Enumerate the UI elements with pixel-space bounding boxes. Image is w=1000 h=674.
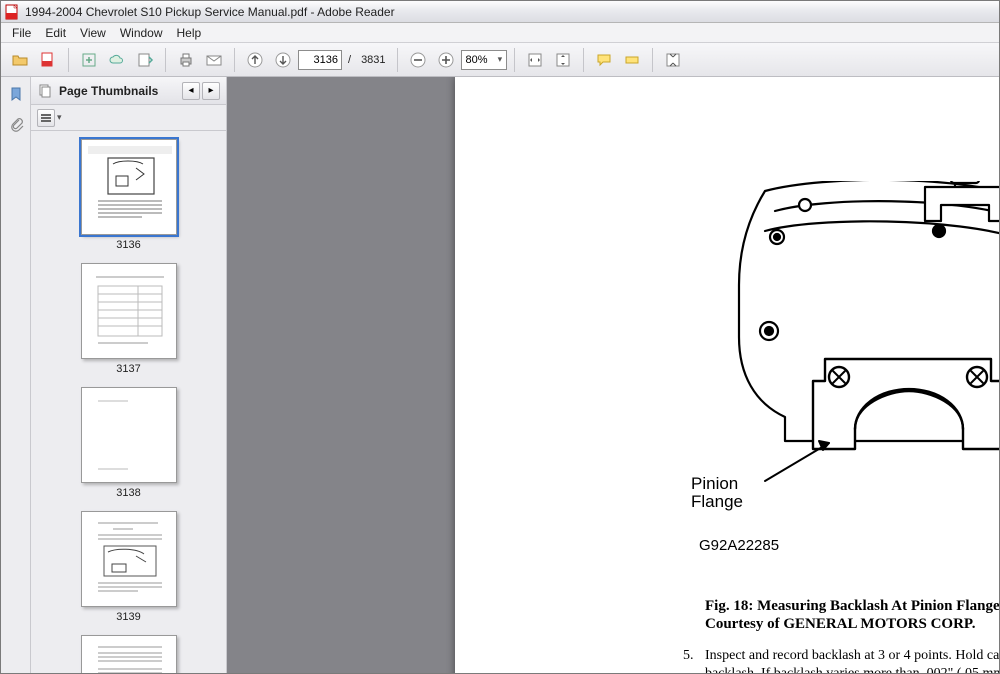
page-up-button[interactable] [242, 47, 268, 73]
figure-caption: Fig. 18: Measuring Backlash At Pinion Fl… [705, 597, 999, 633]
figure-label-left-l1: Pinion [691, 475, 743, 493]
thumbnail-page[interactable] [81, 263, 177, 359]
thumbnail-item[interactable]: 3137 [31, 263, 226, 375]
document-viewer[interactable]: Pinion Flange Dial Indicator Assembly Se… [227, 77, 999, 673]
chevron-down-icon: ▾ [57, 112, 62, 123]
print-button[interactable] [173, 47, 199, 73]
thumbnails-title: Page Thumbnails [59, 84, 180, 98]
menubar: File Edit View Window Help [1, 23, 999, 43]
fit-page-button[interactable] [550, 47, 576, 73]
zoom-out-button[interactable] [405, 47, 431, 73]
share-button[interactable] [132, 47, 158, 73]
figure-caption-l2: Courtesy of GENERAL MOTORS CORP. [705, 616, 975, 632]
figure-label-left-l2: Flange [691, 493, 743, 511]
toolbar: / 3831 80% ▾ [1, 43, 999, 77]
toolbar-separator [165, 48, 166, 72]
thumbnail-page[interactable] [81, 635, 177, 673]
email-button[interactable] [201, 47, 227, 73]
thumbnail-page[interactable] [81, 387, 177, 483]
fit-width-button[interactable] [522, 47, 548, 73]
thumbnails-prev-button[interactable]: ◂ [182, 82, 200, 100]
zoom-value: 80% [466, 54, 488, 66]
figure-caption-l1: Fig. 18: Measuring Backlash At Pinion Fl… [705, 598, 999, 614]
convert-button[interactable] [76, 47, 102, 73]
toolbar-separator [234, 48, 235, 72]
chevron-down-icon: ▾ [498, 54, 503, 65]
figure-id: G92A22285 [699, 537, 779, 554]
bookmark-rail-icon[interactable] [5, 83, 27, 105]
save-pdf-button[interactable] [35, 47, 61, 73]
paragraph: 5. Inspect and record backlash at 3 or 4… [705, 647, 999, 673]
thumbnails-header: Page Thumbnails ◂ ▸ [31, 77, 226, 105]
menu-help[interactable]: Help [170, 26, 209, 40]
page-thumbnails-icon [37, 83, 53, 99]
menu-view[interactable]: View [73, 26, 113, 40]
menu-edit[interactable]: Edit [38, 26, 73, 40]
figure-label-left: Pinion Flange [691, 475, 743, 511]
page: Pinion Flange Dial Indicator Assembly Se… [455, 77, 999, 673]
titlebar: 1994-2004 Chevrolet S10 Pickup Service M… [1, 1, 999, 23]
thumbnail-label: 3138 [116, 487, 140, 499]
highlight-button[interactable] [619, 47, 645, 73]
attachment-rail-icon[interactable] [5, 113, 27, 135]
thumbnails-collapse-button[interactable]: ▸ [202, 82, 220, 100]
thumbnail-page[interactable] [81, 139, 177, 235]
page-down-button[interactable] [270, 47, 296, 73]
page-separator: / [344, 54, 355, 66]
thumbnail-label: 3136 [116, 239, 140, 251]
thumbnails-options-button[interactable] [37, 109, 55, 127]
pdf-file-icon [5, 4, 21, 20]
toolbar-separator [583, 48, 584, 72]
zoom-select[interactable]: 80% ▾ [461, 50, 508, 70]
zoom-in-button[interactable] [433, 47, 459, 73]
body: Page Thumbnails ◂ ▸ ▾ 3136 [1, 77, 999, 673]
thumbnail-page[interactable] [81, 511, 177, 607]
thumbnail-label: 3139 [116, 611, 140, 623]
figure-illustration [705, 181, 999, 521]
thumbnail-item[interactable]: 3139 [31, 511, 226, 623]
menu-file[interactable]: File [5, 26, 38, 40]
paragraph-number: 5. [683, 647, 694, 665]
left-rail [1, 77, 31, 673]
open-file-button[interactable] [7, 47, 33, 73]
toolbar-separator [652, 48, 653, 72]
menu-window[interactable]: Window [113, 26, 170, 40]
thumbnail-label: 3137 [116, 363, 140, 375]
thumbnail-item[interactable]: 3138 [31, 387, 226, 499]
thumbnails-list[interactable]: 3136 3137 3138 [31, 131, 226, 673]
read-mode-button[interactable] [660, 47, 686, 73]
page-number-input[interactable] [298, 50, 342, 70]
thumbnails-panel: Page Thumbnails ◂ ▸ ▾ 3136 [31, 77, 227, 673]
page-total: 3831 [357, 54, 389, 66]
window-title: 1994-2004 Chevrolet S10 Pickup Service M… [25, 5, 395, 19]
thumbnail-item[interactable] [31, 635, 226, 673]
cloud-button[interactable] [104, 47, 130, 73]
paragraph-text: Inspect and record backlash at 3 or 4 po… [705, 648, 999, 673]
toolbar-separator [397, 48, 398, 72]
thumbnails-toolbar: ▾ [31, 105, 226, 131]
toolbar-separator [68, 48, 69, 72]
toolbar-separator [514, 48, 515, 72]
app-window: 1994-2004 Chevrolet S10 Pickup Service M… [0, 0, 1000, 674]
comment-button[interactable] [591, 47, 617, 73]
thumbnail-item[interactable]: 3136 [31, 139, 226, 251]
